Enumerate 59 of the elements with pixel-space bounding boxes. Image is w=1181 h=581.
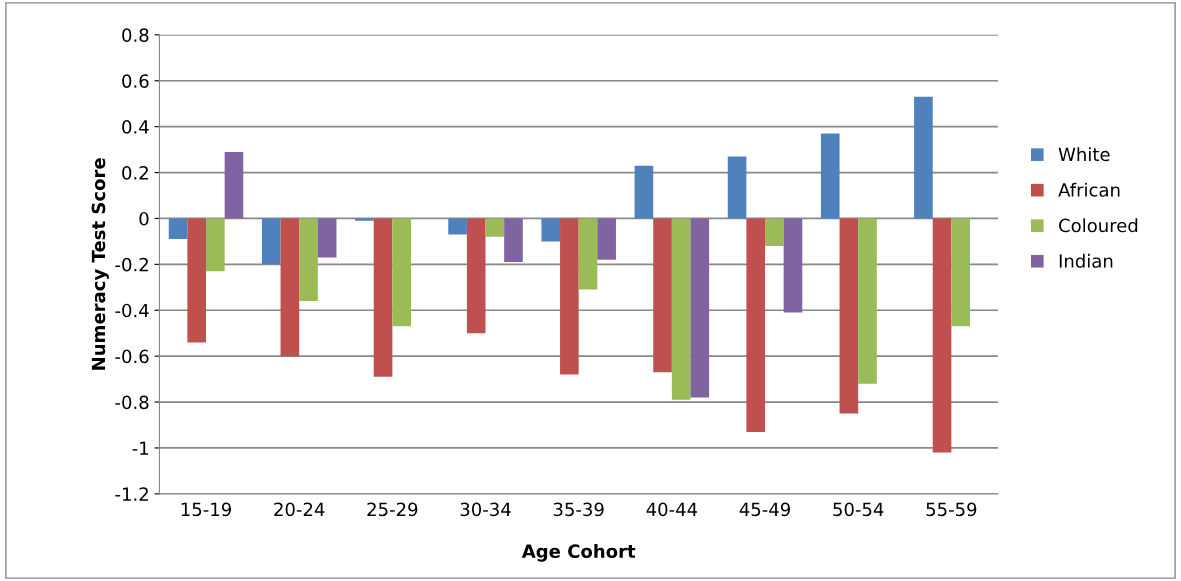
bar <box>727 156 747 219</box>
bar <box>560 218 579 375</box>
bar <box>224 151 244 219</box>
bar <box>541 218 561 242</box>
bar <box>914 96 933 219</box>
bar <box>466 218 486 334</box>
bar <box>653 218 672 373</box>
bar <box>373 218 393 377</box>
x-tick-label: 55-59 <box>926 502 977 517</box>
bar <box>932 218 952 453</box>
x-tick-label: 25-29 <box>367 502 418 517</box>
bar <box>261 218 281 265</box>
bar <box>839 218 859 414</box>
bar <box>206 218 225 272</box>
bar <box>448 218 467 235</box>
bar <box>597 218 616 260</box>
bar <box>355 218 374 221</box>
x-tick-label: 35-39 <box>553 502 604 517</box>
legend-label: Coloured <box>1059 218 1138 233</box>
x-tick-label: 20-24 <box>274 502 325 517</box>
bar <box>187 218 207 343</box>
x-tick-label: 50-54 <box>833 502 884 517</box>
bar <box>951 218 970 327</box>
bar <box>746 218 766 432</box>
bar <box>504 218 523 263</box>
x-tick-label: 45-49 <box>739 502 790 517</box>
bar <box>317 218 337 258</box>
bar <box>299 218 318 302</box>
y-tick-label: 0.4 <box>122 120 149 134</box>
y-tick-label: -0.2 <box>115 257 148 272</box>
bar <box>765 218 784 246</box>
bar <box>634 165 654 219</box>
y-tick-label: -0.8 <box>115 395 149 410</box>
y-tick-label: 0.6 <box>122 74 149 88</box>
bar <box>671 218 691 400</box>
y-tick-label: 0.8 <box>122 28 149 42</box>
x-tick-label: 15-19 <box>181 502 231 517</box>
bar <box>578 218 598 290</box>
y-tick-label: -0.4 <box>115 303 149 318</box>
y-tick-label: 0 <box>139 211 149 226</box>
bar <box>168 218 188 240</box>
legend-label: White <box>1058 147 1110 162</box>
y-tick-label: -1 <box>132 441 149 455</box>
y-tick-label: -1.2 <box>115 487 148 501</box>
x-tick-label: 30-34 <box>460 502 511 517</box>
y-tick-label: 0.2 <box>122 166 148 180</box>
bar <box>485 218 505 237</box>
x-tick-label: 40-44 <box>646 502 698 517</box>
y-axis-title: Numeracy Test Score <box>91 158 109 370</box>
legend-label: Indian <box>1059 253 1113 268</box>
bar <box>690 218 710 398</box>
bar <box>280 218 300 357</box>
x-axis-title: Age Cohort <box>521 544 636 562</box>
bar <box>783 218 803 313</box>
bar <box>858 218 877 384</box>
bar <box>392 218 411 327</box>
legend-label: African <box>1058 182 1120 197</box>
y-tick-label: -0.6 <box>115 349 149 364</box>
bar <box>820 133 840 219</box>
